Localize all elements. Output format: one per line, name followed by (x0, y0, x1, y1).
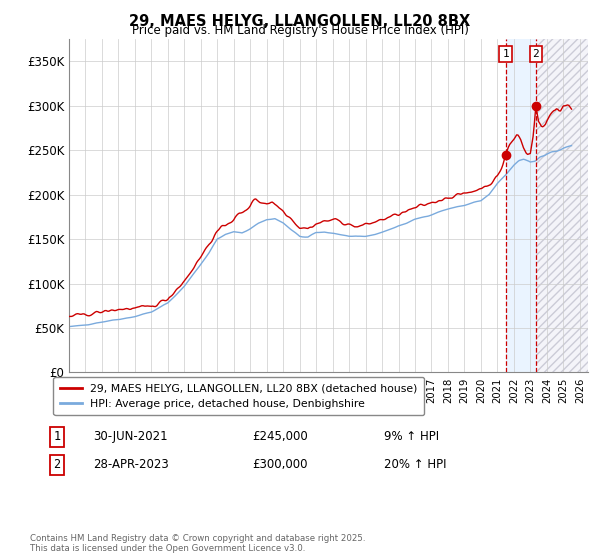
Text: £245,000: £245,000 (252, 430, 308, 444)
Legend: 29, MAES HELYG, LLANGOLLEN, LL20 8BX (detached house), HPI: Average price, detac: 29, MAES HELYG, LLANGOLLEN, LL20 8BX (de… (53, 377, 424, 416)
Text: £300,000: £300,000 (252, 458, 308, 472)
Text: 9% ↑ HPI: 9% ↑ HPI (384, 430, 439, 444)
Text: Contains HM Land Registry data © Crown copyright and database right 2025.: Contains HM Land Registry data © Crown c… (30, 534, 365, 543)
Text: 28-APR-2023: 28-APR-2023 (93, 458, 169, 472)
Bar (536, 39, 588, 372)
Text: 2: 2 (532, 49, 539, 59)
Text: 30-JUN-2021: 30-JUN-2021 (93, 430, 167, 444)
Bar (506, 39, 536, 372)
Text: 2: 2 (53, 458, 61, 472)
Text: 1: 1 (53, 430, 61, 444)
Text: 29, MAES HELYG, LLANGOLLEN, LL20 8BX: 29, MAES HELYG, LLANGOLLEN, LL20 8BX (130, 14, 470, 29)
Text: This data is licensed under the Open Government Licence v3.0.: This data is licensed under the Open Gov… (30, 544, 305, 553)
Text: 20% ↑ HPI: 20% ↑ HPI (384, 458, 446, 472)
Text: 1: 1 (502, 49, 509, 59)
Text: Price paid vs. HM Land Registry's House Price Index (HPI): Price paid vs. HM Land Registry's House … (131, 24, 469, 37)
